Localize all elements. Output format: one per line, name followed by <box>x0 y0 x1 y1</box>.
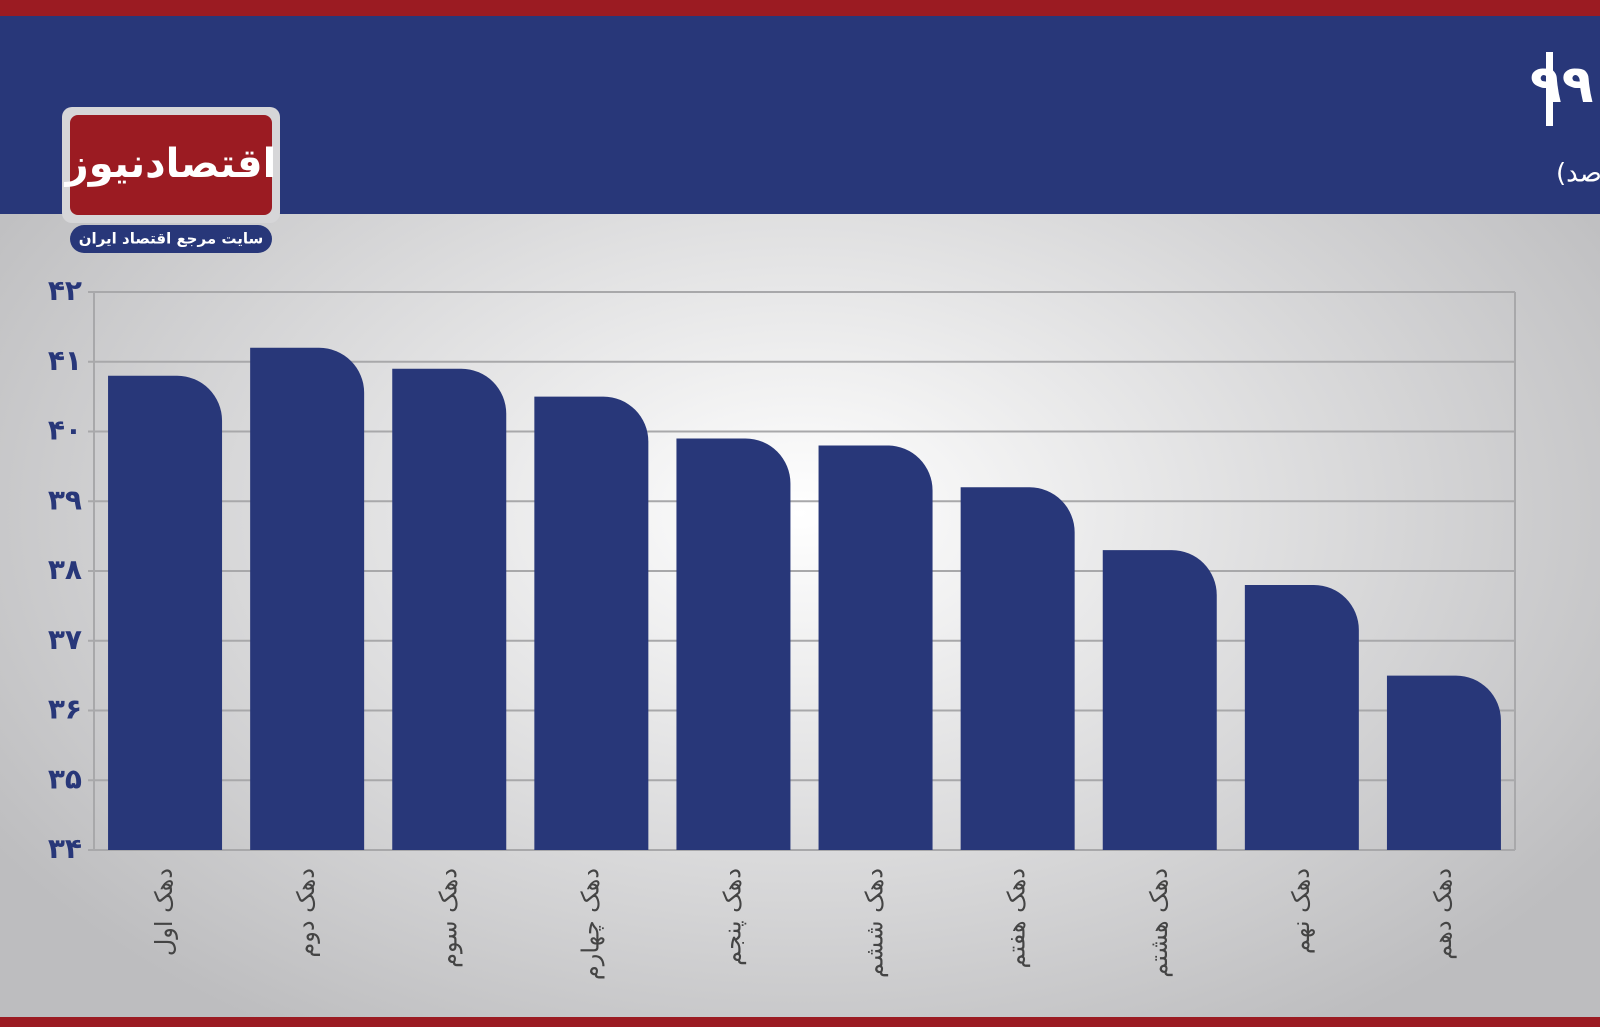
y-tick-label: ۳۸ <box>48 553 82 586</box>
bar <box>392 368 507 850</box>
x-tick-label: دهک نهم <box>1287 868 1315 954</box>
y-tick-label: ۳۴ <box>48 832 82 865</box>
logo-tagline: سایت مرجع اقتصاد ایران <box>79 230 263 248</box>
y-tick-label: ۳۶ <box>48 693 82 726</box>
x-tick-label: دهک پنجم <box>718 868 746 966</box>
x-tick-label: دهک چهارم <box>576 868 604 980</box>
logo-box <box>70 115 272 215</box>
y-tick-label: ۳۹ <box>48 483 82 516</box>
bar <box>250 347 365 850</box>
x-tick-label: دهک هفتم <box>1003 868 1031 968</box>
x-tick-label: دهک دهم <box>1429 868 1457 960</box>
y-tick-label: ۴۰ <box>48 414 82 447</box>
y-tick-label: ۳۷ <box>48 623 82 656</box>
chart-title: روند تورم بخش خوراکی دهک‌ها در سال ۹۹ <box>1530 55 1600 115</box>
bar <box>1102 550 1217 850</box>
x-tick-label: دهک ششم <box>861 868 889 978</box>
title-bar <box>1546 52 1553 126</box>
y-tick-label: ۴۱ <box>48 344 82 377</box>
bar <box>108 375 223 850</box>
bar <box>1386 675 1501 850</box>
y-tick-label: ۴۲ <box>48 274 82 307</box>
bar <box>676 438 791 850</box>
bar <box>818 445 933 850</box>
x-tick-label: دهک هشتم <box>1145 868 1173 978</box>
bar <box>1244 584 1359 850</box>
bottom-strip <box>0 1017 1600 1027</box>
top-strip <box>0 0 1600 16</box>
logo-name: اقتصادنیوز <box>64 141 277 187</box>
bar <box>960 487 1075 850</box>
x-tick-label: دهک دوم <box>292 868 320 958</box>
y-tick-label: ۳۵ <box>48 762 82 795</box>
x-tick-label: دهک سوم <box>434 868 462 968</box>
logo-tagline-box <box>70 225 272 253</box>
x-tick-label: دهک اول <box>150 868 178 956</box>
bar <box>534 396 649 850</box>
chart-subtitle: (واحد: درصد) <box>1556 159 1600 189</box>
